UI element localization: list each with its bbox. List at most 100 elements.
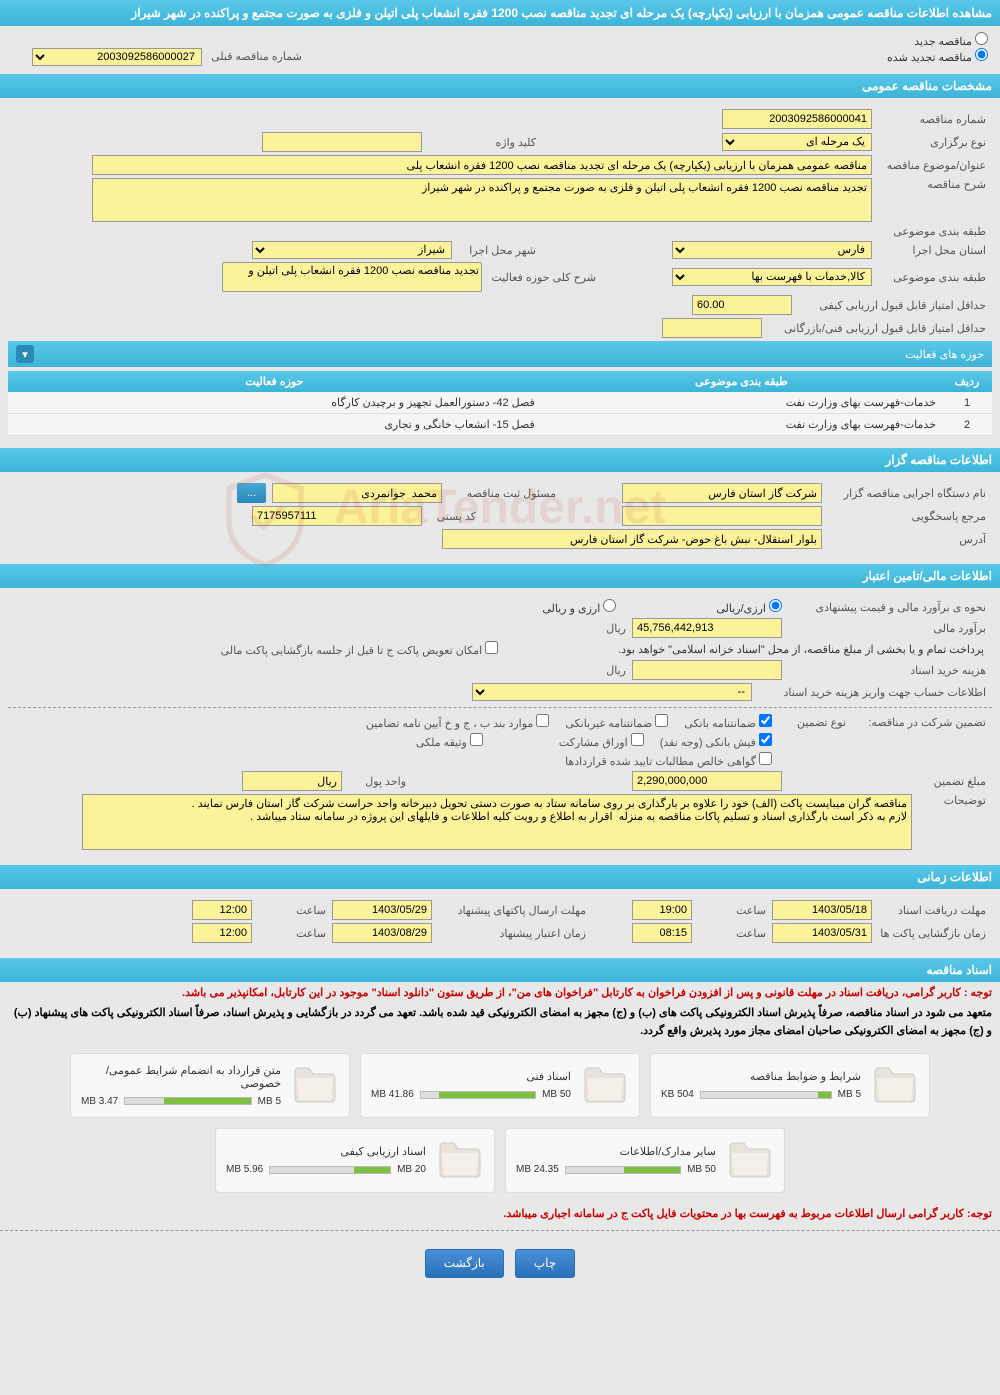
doc-card[interactable]: شرایط و ضوابط مناقصه5 MB504 KB	[650, 1053, 930, 1118]
radio-renewed[interactable]	[975, 48, 988, 61]
province-label: استان محل اجرا	[872, 244, 992, 257]
prev-number-select[interactable]: 2003092586000027	[32, 48, 202, 66]
responsible-input[interactable]	[272, 483, 442, 503]
tender-no-input[interactable]	[722, 109, 872, 129]
progress-bar	[269, 1166, 391, 1174]
radio-arzi-o-riali[interactable]	[603, 599, 616, 612]
doc-deadline-date[interactable]	[772, 900, 872, 920]
activity-header-text: حوزه های فعالیت	[905, 348, 984, 361]
g-cash[interactable]: فیش بانکی (وجه نقد)	[660, 733, 772, 749]
radio-new[interactable]	[975, 32, 988, 45]
g-nonbank[interactable]: ضمانتنامه غیربانکی	[565, 714, 668, 730]
doc-card[interactable]: سایر مدارک/اطلاعات50 MB24.35 MB	[505, 1128, 785, 1193]
address-input[interactable]	[442, 529, 822, 549]
title-input[interactable]	[92, 155, 872, 175]
g-shares[interactable]: اوراق مشارکت	[559, 733, 644, 749]
doc-used: 41.86 MB	[371, 1089, 414, 1100]
rial-label: ریال	[552, 622, 632, 635]
doc-max: 5 MB	[258, 1096, 281, 1107]
time-label1: ساعت	[692, 904, 772, 917]
radio-new-label[interactable]: مناقصه جدید	[914, 36, 988, 48]
validity-date[interactable]	[332, 923, 432, 943]
desc-textarea[interactable]	[92, 178, 872, 222]
col-row: ردیف	[942, 371, 992, 392]
min-tech-input[interactable]	[662, 318, 762, 338]
doc-card[interactable]: اسناد ارزیابی کیفی20 MB5.96 MB	[215, 1128, 495, 1193]
back-button[interactable]: بازگشت	[425, 1249, 504, 1278]
doc-deadline-label: مهلت دریافت اسناد	[872, 904, 992, 917]
estimate-input[interactable]	[632, 618, 782, 638]
guarantee-amount-input[interactable]	[632, 771, 782, 791]
col-scope: حوزه فعالیت	[8, 371, 541, 392]
keyword-input[interactable]	[262, 132, 422, 152]
opt-arzi-o-riali[interactable]: ارزی و ریالی	[542, 599, 616, 615]
swap-c-label[interactable]: امکان تعویض پاکت ج تا قبل از جلسه بازگشا…	[221, 641, 499, 657]
city-select[interactable]: شیراز	[252, 241, 452, 259]
authority-input[interactable]	[622, 506, 822, 526]
doc-deadline-time[interactable]	[632, 900, 692, 920]
account-select[interactable]: --	[472, 683, 752, 701]
radio-new-text: مناقصه جدید	[914, 36, 972, 48]
opt-arzi-riali[interactable]: ارزی/ریالی	[716, 599, 782, 615]
swap-c-checkbox[interactable]	[485, 641, 498, 654]
doc-card[interactable]: اسناد فنی 50 MB 41.86 MB	[360, 1053, 640, 1118]
doc-used: 5.96 MB	[226, 1164, 263, 1175]
currency-input[interactable]	[242, 771, 342, 791]
notes-textarea[interactable]	[82, 794, 912, 850]
doc-note3: توجه: کاربر گرامی ارسال اطلاعات مربوط به…	[0, 1203, 1000, 1224]
scope-label: طبقه بندی موضوعی	[872, 271, 992, 284]
activity-desc-select[interactable]: تجدید مناقصه نصب 1200 فقره انشعاب پلی ات…	[222, 262, 482, 292]
doc-card[interactable]: متن قرارداد به انضمام شرایط عمومی/خصوصی5…	[70, 1053, 350, 1118]
doc-max: 5 MB	[838, 1089, 861, 1100]
doc-title: اسناد فنی	[371, 1070, 571, 1083]
doc-cost-label: هزینه خرید اسناد	[782, 664, 992, 677]
doc-used: 3.47 MB	[81, 1096, 118, 1107]
section-timing: اطلاعات زمانی	[0, 865, 1000, 889]
opening-date[interactable]	[772, 923, 872, 943]
responsible-lookup-button[interactable]: ...	[237, 483, 266, 503]
province-select[interactable]: فارس	[672, 241, 872, 259]
desc-label: شرح مناقصه	[872, 178, 992, 191]
validity-label: زمان اعتبار پیشنهاد	[432, 927, 592, 940]
postal-input[interactable]	[252, 506, 422, 526]
g-bank[interactable]: ضمانتنامه بانکی	[684, 714, 772, 730]
org-input[interactable]	[622, 483, 822, 503]
scope-select[interactable]: کالا,خدمات با فهرست بها	[672, 268, 872, 286]
activity-table: ردیف طبقه بندی موضوعی حوزه فعالیت 1خدمات…	[8, 371, 992, 436]
prev-number-label: شماره مناقصه قبلی	[205, 51, 308, 63]
keyword-label: کلید واژه	[422, 136, 542, 149]
city-label: شهر محل اجرا	[452, 244, 542, 257]
g-receivables[interactable]: گواهی خالص مطالبات تایید شده قراردادها	[565, 752, 772, 768]
account-label: اطلاعات حساب جهت واریز هزینه خرید اسناد	[752, 686, 992, 699]
proposal-deadline-time[interactable]	[192, 900, 252, 920]
validity-time[interactable]	[192, 923, 252, 943]
progress-bar	[565, 1166, 681, 1174]
proposal-deadline-date[interactable]	[332, 900, 432, 920]
price-method-label: نحوه ی برآورد مالی و قیمت پیشنهادی	[782, 601, 992, 614]
type-label: نوع برگزاری	[872, 136, 992, 149]
min-quality-input[interactable]	[692, 295, 792, 315]
doc-cost-input[interactable]	[632, 660, 782, 680]
subject-class-label: طبقه بندی موضوعی	[872, 225, 992, 238]
tender-no-label: شماره مناقصه	[872, 113, 992, 126]
table-row: 2خدمات-فهرست بهای وزارت نفتفصل 15- انشعا…	[8, 414, 992, 436]
type-select[interactable]: یک مرحله ای	[722, 133, 872, 151]
doc-used: 24.35 MB	[516, 1164, 559, 1175]
tender-mode-row: مناقصه جدید مناقصه تجدید شده شماره مناقص…	[0, 26, 1000, 70]
collapse-icon[interactable]: ▾	[16, 345, 34, 363]
radio-arzi-riali[interactable]	[769, 599, 782, 612]
doc-grid: شرایط و ضوابط مناقصه5 MB504 KB اسناد فنی 5…	[0, 1043, 1000, 1203]
print-button[interactable]: چاپ	[515, 1249, 575, 1278]
g-property[interactable]: وثیقه ملکی	[416, 733, 483, 749]
time-label3: ساعت	[692, 927, 772, 940]
currency-label: واحد پول	[342, 775, 412, 788]
radio-renewed-label[interactable]: مناقصه تجدید شده	[887, 52, 988, 64]
opening-time[interactable]	[632, 923, 692, 943]
doc-max: 50 MB	[542, 1089, 571, 1100]
table-row: 1خدمات-فهرست بهای وزارت نفتفصل 42- دستور…	[8, 392, 992, 414]
time-label4: ساعت	[252, 927, 332, 940]
org-label: نام دستگاه اجرایی مناقصه گزار	[822, 487, 992, 500]
g-bonds[interactable]: موارد بند ب ، ج و خ آیین نامه تضامین	[366, 714, 550, 730]
time-label2: ساعت	[252, 904, 332, 917]
section-documents: اسناد مناقصه	[0, 958, 1000, 982]
